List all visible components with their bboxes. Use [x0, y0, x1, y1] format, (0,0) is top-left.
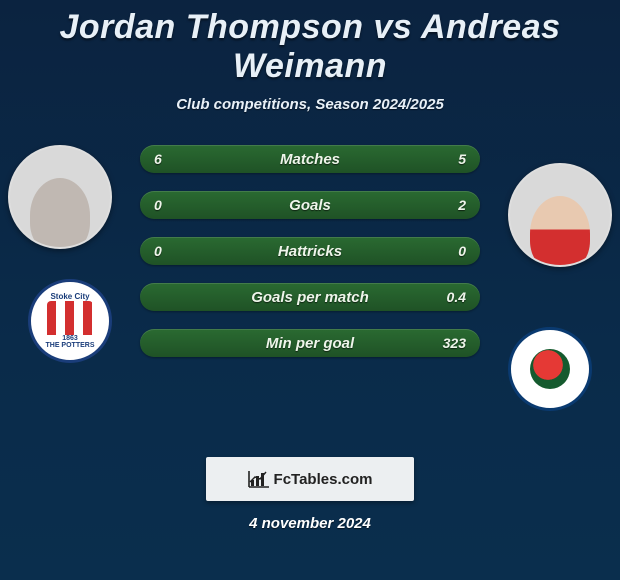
player-left-avatar: [8, 145, 112, 249]
stat-label: Goals per match: [251, 289, 369, 306]
stat-left-value: 0: [154, 197, 162, 213]
stat-left-value: 6: [154, 151, 162, 167]
stat-label: Matches: [280, 151, 340, 168]
stat-bars: 6 Matches 5 0 Goals 2 0 Hattricks 0 Goal…: [140, 145, 480, 375]
stat-right-value: 0: [458, 243, 466, 259]
stat-label: Hattricks: [278, 243, 342, 260]
player-left-club-badge: Stoke City 1863 THE POTTERS: [28, 279, 112, 363]
stat-row-min-per-goal: Min per goal 323: [140, 329, 480, 357]
silhouette-icon: [30, 178, 90, 249]
rose-icon: [530, 349, 570, 389]
stat-left-value: 0: [154, 243, 162, 259]
stripes-icon: [47, 301, 93, 335]
page-title: Jordan Thompson vs Andreas Weimann: [0, 0, 620, 86]
stat-label: Goals: [289, 197, 331, 214]
club-left-year: 1863: [62, 335, 78, 342]
stat-right-value: 2: [458, 197, 466, 213]
stat-right-value: 5: [458, 151, 466, 167]
date-text: 4 november 2024: [0, 515, 620, 532]
stat-row-matches: 6 Matches 5: [140, 145, 480, 173]
chart-icon: [248, 470, 270, 488]
page-subtitle: Club competitions, Season 2024/2025: [0, 96, 620, 113]
stat-right-value: 323: [443, 335, 466, 351]
stat-row-goals-per-match: Goals per match 0.4: [140, 283, 480, 311]
club-left-tag: THE POTTERS: [45, 342, 94, 349]
brand-box: FcTables.com: [206, 457, 414, 501]
stat-label: Min per goal: [266, 335, 354, 352]
silhouette-icon: [530, 196, 590, 267]
stat-row-hattricks: 0 Hattricks 0: [140, 237, 480, 265]
stat-row-goals: 0 Goals 2: [140, 191, 480, 219]
club-left-name: Stoke City: [50, 293, 89, 301]
comparison-panel: Stoke City 1863 THE POTTERS 6 Matches 5 …: [0, 145, 620, 435]
brand-text: FcTables.com: [274, 471, 373, 488]
player-right-club-badge: [508, 327, 592, 411]
stat-right-value: 0.4: [447, 289, 466, 305]
player-right-avatar: [508, 163, 612, 267]
